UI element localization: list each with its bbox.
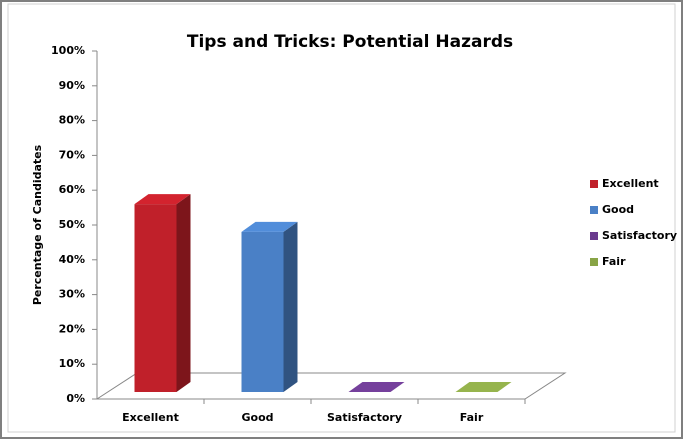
bar-side (176, 194, 191, 392)
plot-frame (7, 3, 676, 433)
y-tick-label: 20% (59, 322, 85, 335)
y-tick-label: 0% (66, 392, 85, 405)
y-tick-label: 80% (59, 114, 85, 127)
y-tick-label: 100% (51, 44, 85, 57)
bar (455, 382, 512, 392)
bar-top (348, 382, 405, 392)
chart-title: Tips and Tricks: Potential Hazards (187, 32, 513, 52)
y-tick-label: 10% (59, 357, 85, 370)
x-tick-label: Satisfactory (327, 411, 402, 424)
y-axis-label: Percentage of Candidates (31, 144, 44, 305)
legend-label: Fair (602, 255, 626, 268)
bar-top (134, 194, 191, 205)
bar-front (134, 204, 177, 392)
y-tick-label: 50% (59, 218, 85, 231)
legend-swatch (590, 180, 598, 188)
bar-front (241, 231, 284, 392)
legend-label: Excellent (602, 177, 659, 190)
y-tick-label: 40% (59, 253, 85, 266)
bar (134, 194, 191, 392)
bar-top (241, 221, 298, 232)
bar (241, 221, 298, 392)
legend-label: Good (602, 203, 634, 216)
legend-label: Satisfactory (602, 229, 677, 242)
y-tick-label: 90% (59, 79, 85, 92)
bar (348, 382, 405, 392)
legend-swatch (590, 206, 598, 214)
y-tick-label: 30% (59, 288, 85, 301)
x-tick-label: Fair (460, 411, 484, 424)
x-tick-label: Good (241, 411, 273, 424)
bar-side (283, 221, 298, 392)
y-tick-label: 70% (59, 148, 85, 161)
legend-swatch (590, 258, 598, 266)
x-tick-label: Excellent (122, 411, 179, 424)
y-tick-label: 60% (59, 183, 85, 196)
bar-top (455, 382, 512, 392)
legend-swatch (590, 232, 598, 240)
